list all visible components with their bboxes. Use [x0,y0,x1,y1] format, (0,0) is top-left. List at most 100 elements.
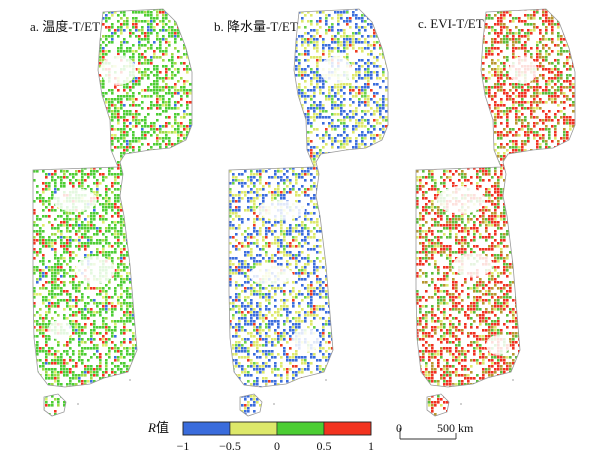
map-pixel [36,131,39,134]
map-pixel [165,260,168,263]
map-pixel [156,383,159,386]
map-pixel [171,320,174,323]
map-pixel [69,254,72,257]
map-pixel [93,140,96,143]
map-pixel [129,185,132,188]
map-pixel [340,89,343,92]
map-pixel [132,251,135,254]
map-pixel [322,80,325,83]
map-pixel [108,17,111,20]
map-pixel [165,92,168,95]
map-pixel [144,266,147,269]
map-pixel [310,35,313,38]
map-pixel [99,59,102,62]
map-pixel [45,92,48,95]
map-pixel [274,50,277,53]
map-pixel [102,209,105,212]
map-pixel [138,80,141,83]
map-pixel [48,236,51,239]
map-pixel [183,293,186,296]
map-pixel [292,20,295,23]
map-pixel [54,164,57,167]
map-pixel [135,257,138,260]
map-pixel [132,44,135,47]
map-pixel [168,143,171,146]
map-pixel [30,311,33,314]
map-pixel [331,98,334,101]
map-pixel [322,53,325,56]
map-pixel [99,389,102,392]
map-pixel [310,80,313,83]
map-pixel [361,86,364,89]
map-pixel [174,362,177,365]
map-pixel [93,77,96,80]
map-pixel [42,269,45,272]
map-pixel [75,95,78,98]
map-pixel [159,359,162,362]
map-pixel [171,161,174,164]
map-pixel [42,302,45,305]
map-pixel [183,110,186,113]
map-pixel [385,119,388,122]
map-pixel [244,44,247,47]
map-pixel [292,17,295,20]
map-pixel [379,77,382,80]
map-pixel [87,380,90,383]
map-pixel [226,86,229,89]
map-pixel [93,347,96,350]
map-pixel [114,386,117,387]
map-pixel [186,368,189,371]
map-pixel [132,239,135,242]
map-pixel [75,110,78,113]
map-pixel [39,251,42,254]
map-pixel [144,239,147,242]
map-pixel [90,188,93,191]
map-pixel [147,326,150,329]
map-pixel [138,203,141,206]
map-pixel [135,254,138,257]
map-pixel [45,215,48,218]
map-pixel [99,227,102,230]
map-pixel [99,50,102,53]
map-pixel [159,47,162,50]
map-pixel [313,29,316,32]
map-pixel [147,311,150,314]
map-pixel [39,317,42,320]
map-pixel [177,9,180,11]
map-pixel [57,188,60,191]
map-pixel [156,329,159,332]
map-pixel [42,236,45,239]
map-pixel [126,98,129,101]
map-pixel [292,26,295,29]
map-pixel [337,50,340,53]
map-pixel [138,77,141,80]
map-pixel [54,362,57,365]
map-pixel [153,68,156,71]
map-pixel [117,164,120,167]
map-pixel [180,305,183,308]
map-pixel [105,341,108,344]
map-pixel [183,308,186,311]
map-pixel [382,29,385,32]
map-pixel [150,179,153,182]
map-pixel [57,314,60,317]
map-pixel [135,50,138,53]
map-pixel [39,134,42,137]
map-pixel [48,290,51,293]
map-pixel [51,394,54,395]
map-pixel [256,23,259,26]
map-pixel [78,20,81,23]
map-pixel [117,209,120,212]
map-pixel [120,317,123,320]
map-pixel [153,143,156,146]
map-pixel [189,20,192,23]
map-pixel [54,356,57,359]
map-pixel [355,9,358,11]
map-pixel [129,56,132,59]
map-pixel [174,293,177,296]
map-pixel [376,110,379,113]
map-pixel [165,146,168,149]
map-pixel [126,368,129,371]
map-pixel [331,38,334,41]
map-pixel [60,299,63,302]
